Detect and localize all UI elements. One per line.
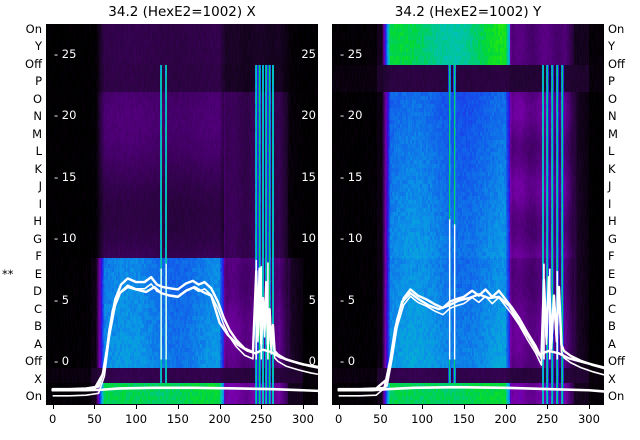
category-label-f-13: F (608, 249, 615, 264)
category-label-l-7: L (35, 144, 42, 159)
x-tick-label-300: 300 (291, 412, 314, 426)
x-tick-label-50: 50 (373, 412, 388, 426)
x-tick-mark-50 (94, 405, 96, 409)
x-tick-mark-200 (505, 405, 507, 409)
category-label-o-4: O (32, 91, 42, 106)
panel-title-y: 34.2 (HexE2=1002) Y (394, 4, 542, 20)
category-label-m-6: M (32, 126, 42, 141)
category-label-k-8: K (608, 161, 616, 176)
category-label-a-18: A (34, 336, 42, 351)
x-tick-mark-100 (422, 405, 424, 409)
x-tick-mark-300 (588, 405, 590, 409)
x-tick-mark-50 (380, 405, 382, 409)
x-tick-label-200: 200 (208, 412, 231, 426)
category-label-b-17: B (608, 319, 616, 334)
category-label-j-9: J (38, 179, 42, 194)
category-label-off-19: Off (608, 354, 625, 369)
x-tick-label-100: 100 (125, 412, 148, 426)
x-tick-label-300: 300 (577, 412, 600, 426)
category-label-h-11: H (33, 214, 42, 229)
heatmap-panel-y[interactable]: - 0- 5- 10- 15- 20- 25 (332, 24, 604, 405)
category-label-off-2: Off (608, 56, 625, 71)
category-label-l-7: L (608, 144, 615, 159)
category-axis-right: On Y Off P O N M L K J I H G F E D C B A Off X On (604, 22, 640, 405)
category-label-c-16: C (608, 301, 617, 316)
category-label-n-5: N (608, 109, 617, 124)
panel-title-x: 34.2 (HexE2=1002) X (108, 4, 256, 20)
x-tick-label-100: 100 (411, 412, 434, 426)
category-label-y-1: Y (34, 39, 42, 54)
category-axis-left: On Y Off P O N M L K J I H G F E ** D C B A Off X On (0, 22, 46, 405)
category-label-p-3: P (608, 74, 615, 89)
x-tick-mark-150 (177, 405, 179, 409)
x-tick-mark-100 (136, 405, 138, 409)
category-label-n-5: N (33, 109, 42, 124)
category-label-e-14: E (608, 266, 616, 281)
category-label-i-10: I (608, 196, 612, 211)
x-tick-label-150: 150 (452, 412, 475, 426)
category-marker-asterisk: ** (2, 266, 14, 281)
category-label-p-3: P (35, 74, 42, 89)
category-label-d-15: D (33, 284, 42, 299)
x-tick-mark-200 (219, 405, 221, 409)
category-label-on-21: On (608, 389, 625, 403)
category-label-m-6: M (608, 126, 618, 141)
x-axis-right: 0 50 100 150 200 250 300 (332, 405, 604, 440)
category-label-on-21: On (25, 389, 42, 403)
x-tick-label-150: 150 (166, 412, 189, 426)
x-tick-mark-250 (547, 405, 549, 409)
category-label-d-15: D (608, 284, 617, 299)
x-tick-mark-250 (261, 405, 263, 409)
category-label-e-14: E (34, 266, 42, 281)
category-label-h-11: H (608, 214, 617, 229)
x-tick-mark-0 (52, 405, 54, 409)
category-label-g-12: G (608, 231, 617, 246)
x-tick-label-0: 0 (335, 412, 343, 426)
category-label-j-9: J (608, 179, 612, 194)
category-label-y-1: Y (608, 39, 616, 54)
x-tick-label-0: 0 (49, 412, 57, 426)
category-label-k-8: K (34, 161, 42, 176)
category-label-on-0: On (25, 22, 42, 36)
category-label-c-16: C (33, 301, 42, 316)
x-tick-label-50: 50 (87, 412, 102, 426)
heatmap-image-x (46, 24, 318, 405)
heatmap-image-y (332, 24, 604, 405)
x-tick-mark-150 (463, 405, 465, 409)
category-label-off-19: Off (25, 354, 42, 369)
x-tick-label-250: 250 (250, 412, 273, 426)
category-label-i-10: I (38, 196, 42, 211)
x-tick-mark-0 (338, 405, 340, 409)
x-tick-mark-300 (302, 405, 304, 409)
x-axis-left: 0 50 100 150 200 250 300 (46, 405, 318, 440)
category-label-f-13: F (35, 249, 42, 264)
category-label-a-18: A (608, 336, 616, 351)
category-label-off-2: Off (25, 56, 42, 71)
category-label-x-20: X (34, 371, 42, 386)
category-label-b-17: B (34, 319, 42, 334)
x-tick-label-250: 250 (536, 412, 559, 426)
category-label-o-4: O (608, 91, 618, 106)
category-label-x-20: X (608, 371, 616, 386)
heatmap-panel-x[interactable]: - 0- 5- 10- 15- 20- 25 0 5 10 15 20 25 (46, 24, 318, 405)
category-label-g-12: G (33, 231, 42, 246)
x-tick-label-200: 200 (494, 412, 517, 426)
category-label-on-0: On (608, 22, 625, 36)
